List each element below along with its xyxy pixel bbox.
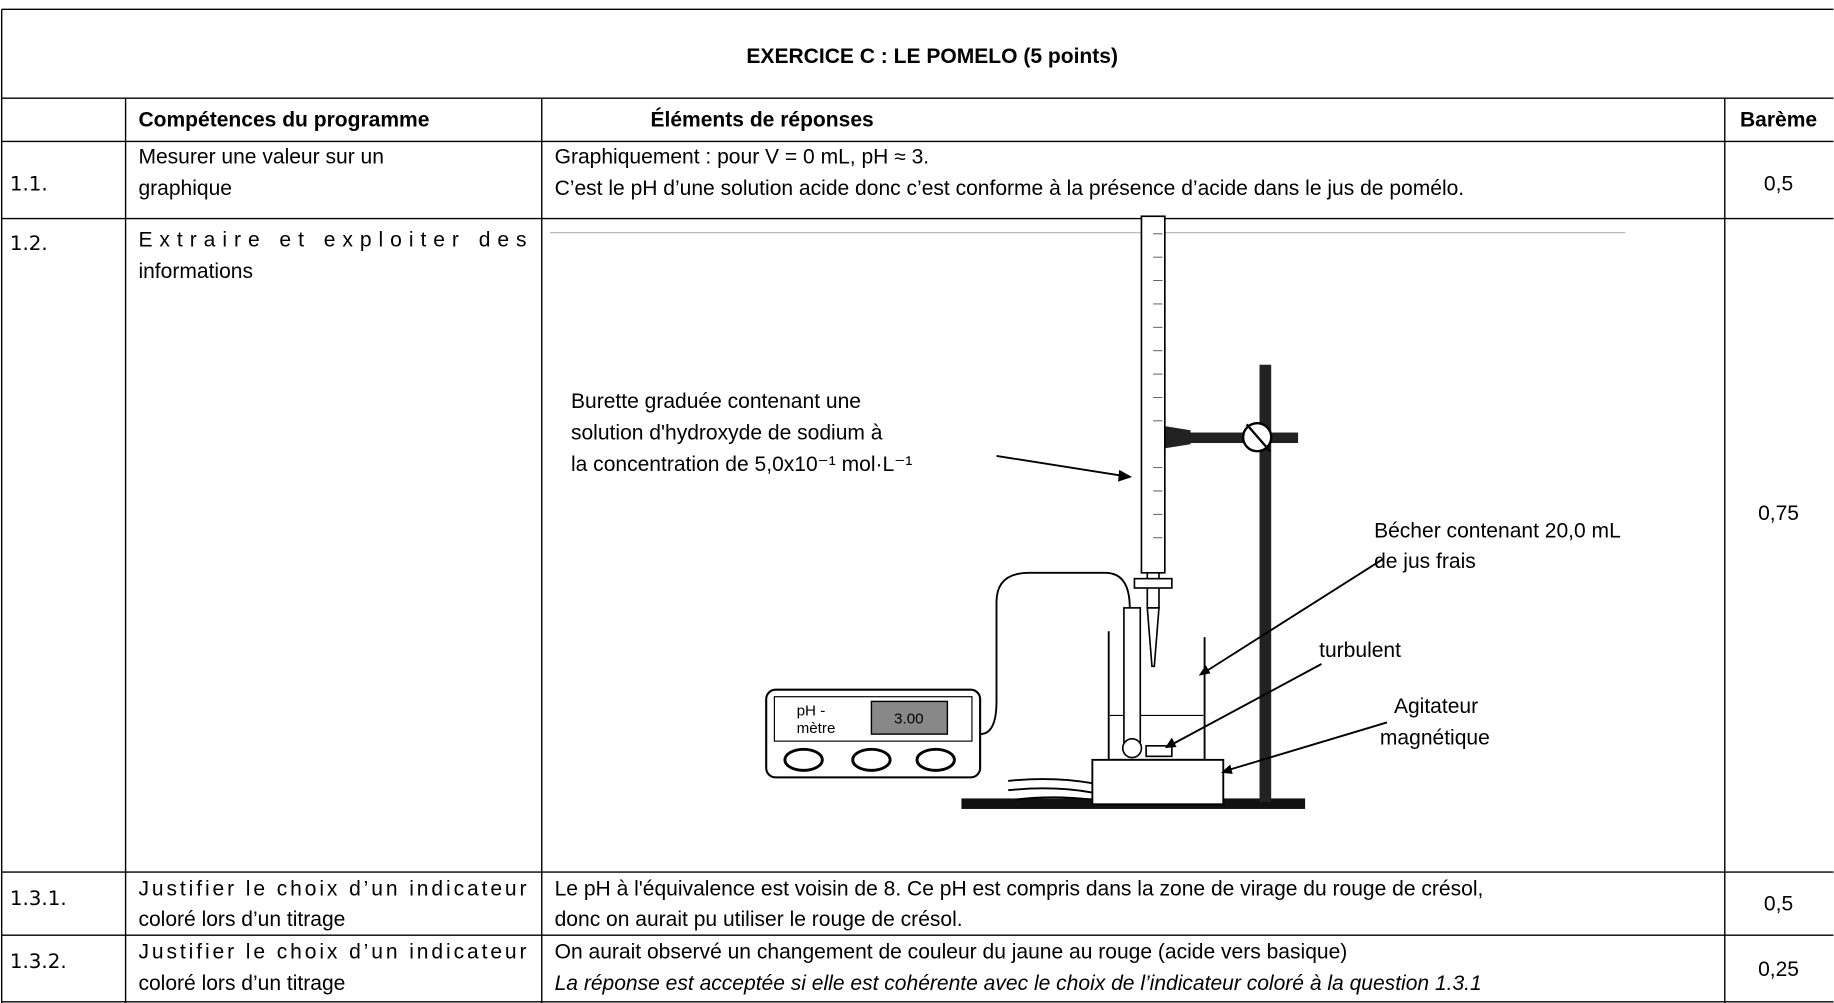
competence: Extraire et exploiter des	[138, 229, 526, 252]
bareme: 0,25	[1758, 958, 1799, 981]
burette-label: solution d'hydroxyde de sodium à	[571, 422, 883, 445]
bareme: 0,75	[1758, 502, 1799, 525]
row-id: 1.3.1.	[10, 887, 67, 910]
phmetre-label: mètre	[797, 720, 836, 737]
competence: Mesurer une valeur sur un	[138, 146, 383, 169]
answer: On aurait observé un changement de coule…	[555, 941, 1348, 964]
row-id: 1.2.	[10, 232, 48, 255]
competence: coloré lors d’un titrage	[138, 972, 345, 995]
phmetre-label: pH -	[797, 702, 826, 719]
header: Éléments de réponses	[650, 108, 873, 131]
competence: coloré lors d’un titrage	[138, 908, 345, 931]
header: Compétences du programme	[138, 108, 429, 131]
answer: Graphiquement : pour V = 0 mL, pH ≈ 3.	[555, 146, 930, 169]
header: Barème	[1740, 108, 1817, 131]
title: EXERCICE C : LE POMELO (5 points)	[746, 45, 1118, 68]
answer: La réponse est acceptée si elle est cohé…	[555, 972, 1482, 995]
answer: donc on aurait pu utiliser le rouge de c…	[555, 908, 963, 931]
bareme: 0,5	[1764, 893, 1793, 916]
answer: Le pH à l'équivalence est voisin de 8. C…	[555, 877, 1484, 900]
row-id: 1.1.	[10, 173, 48, 196]
competence: informations	[138, 260, 253, 283]
agitateur-label: magnétique	[1380, 727, 1490, 750]
agitateur-label: Agitateur	[1394, 695, 1478, 718]
bareme: 0,5	[1764, 173, 1793, 196]
competence: Justifier le choix d’un indicateur	[138, 877, 526, 900]
becher-label: Bécher contenant 20,0 mL	[1374, 520, 1621, 543]
row-id: 1.3.2.	[10, 950, 67, 973]
answer: C’est le pH d’une solution acide donc c’…	[555, 177, 1465, 200]
burette-label: Burette graduée contenant une	[571, 390, 861, 413]
competence: graphique	[138, 177, 232, 200]
becher-label: de jus frais	[1374, 550, 1476, 573]
table-grid	[0, 8, 1834, 1003]
turbulent-label: turbulent	[1319, 639, 1401, 662]
competence: Justifier le choix d’un indicateur	[138, 941, 526, 964]
burette-label: la concentration de 5,0x10⁻¹ mol·L⁻¹	[571, 453, 912, 476]
phmetre-display: 3.00	[894, 711, 924, 728]
titration-diagram: pH - mètre 3.00 Burette graduée contenan…	[549, 215, 1626, 809]
